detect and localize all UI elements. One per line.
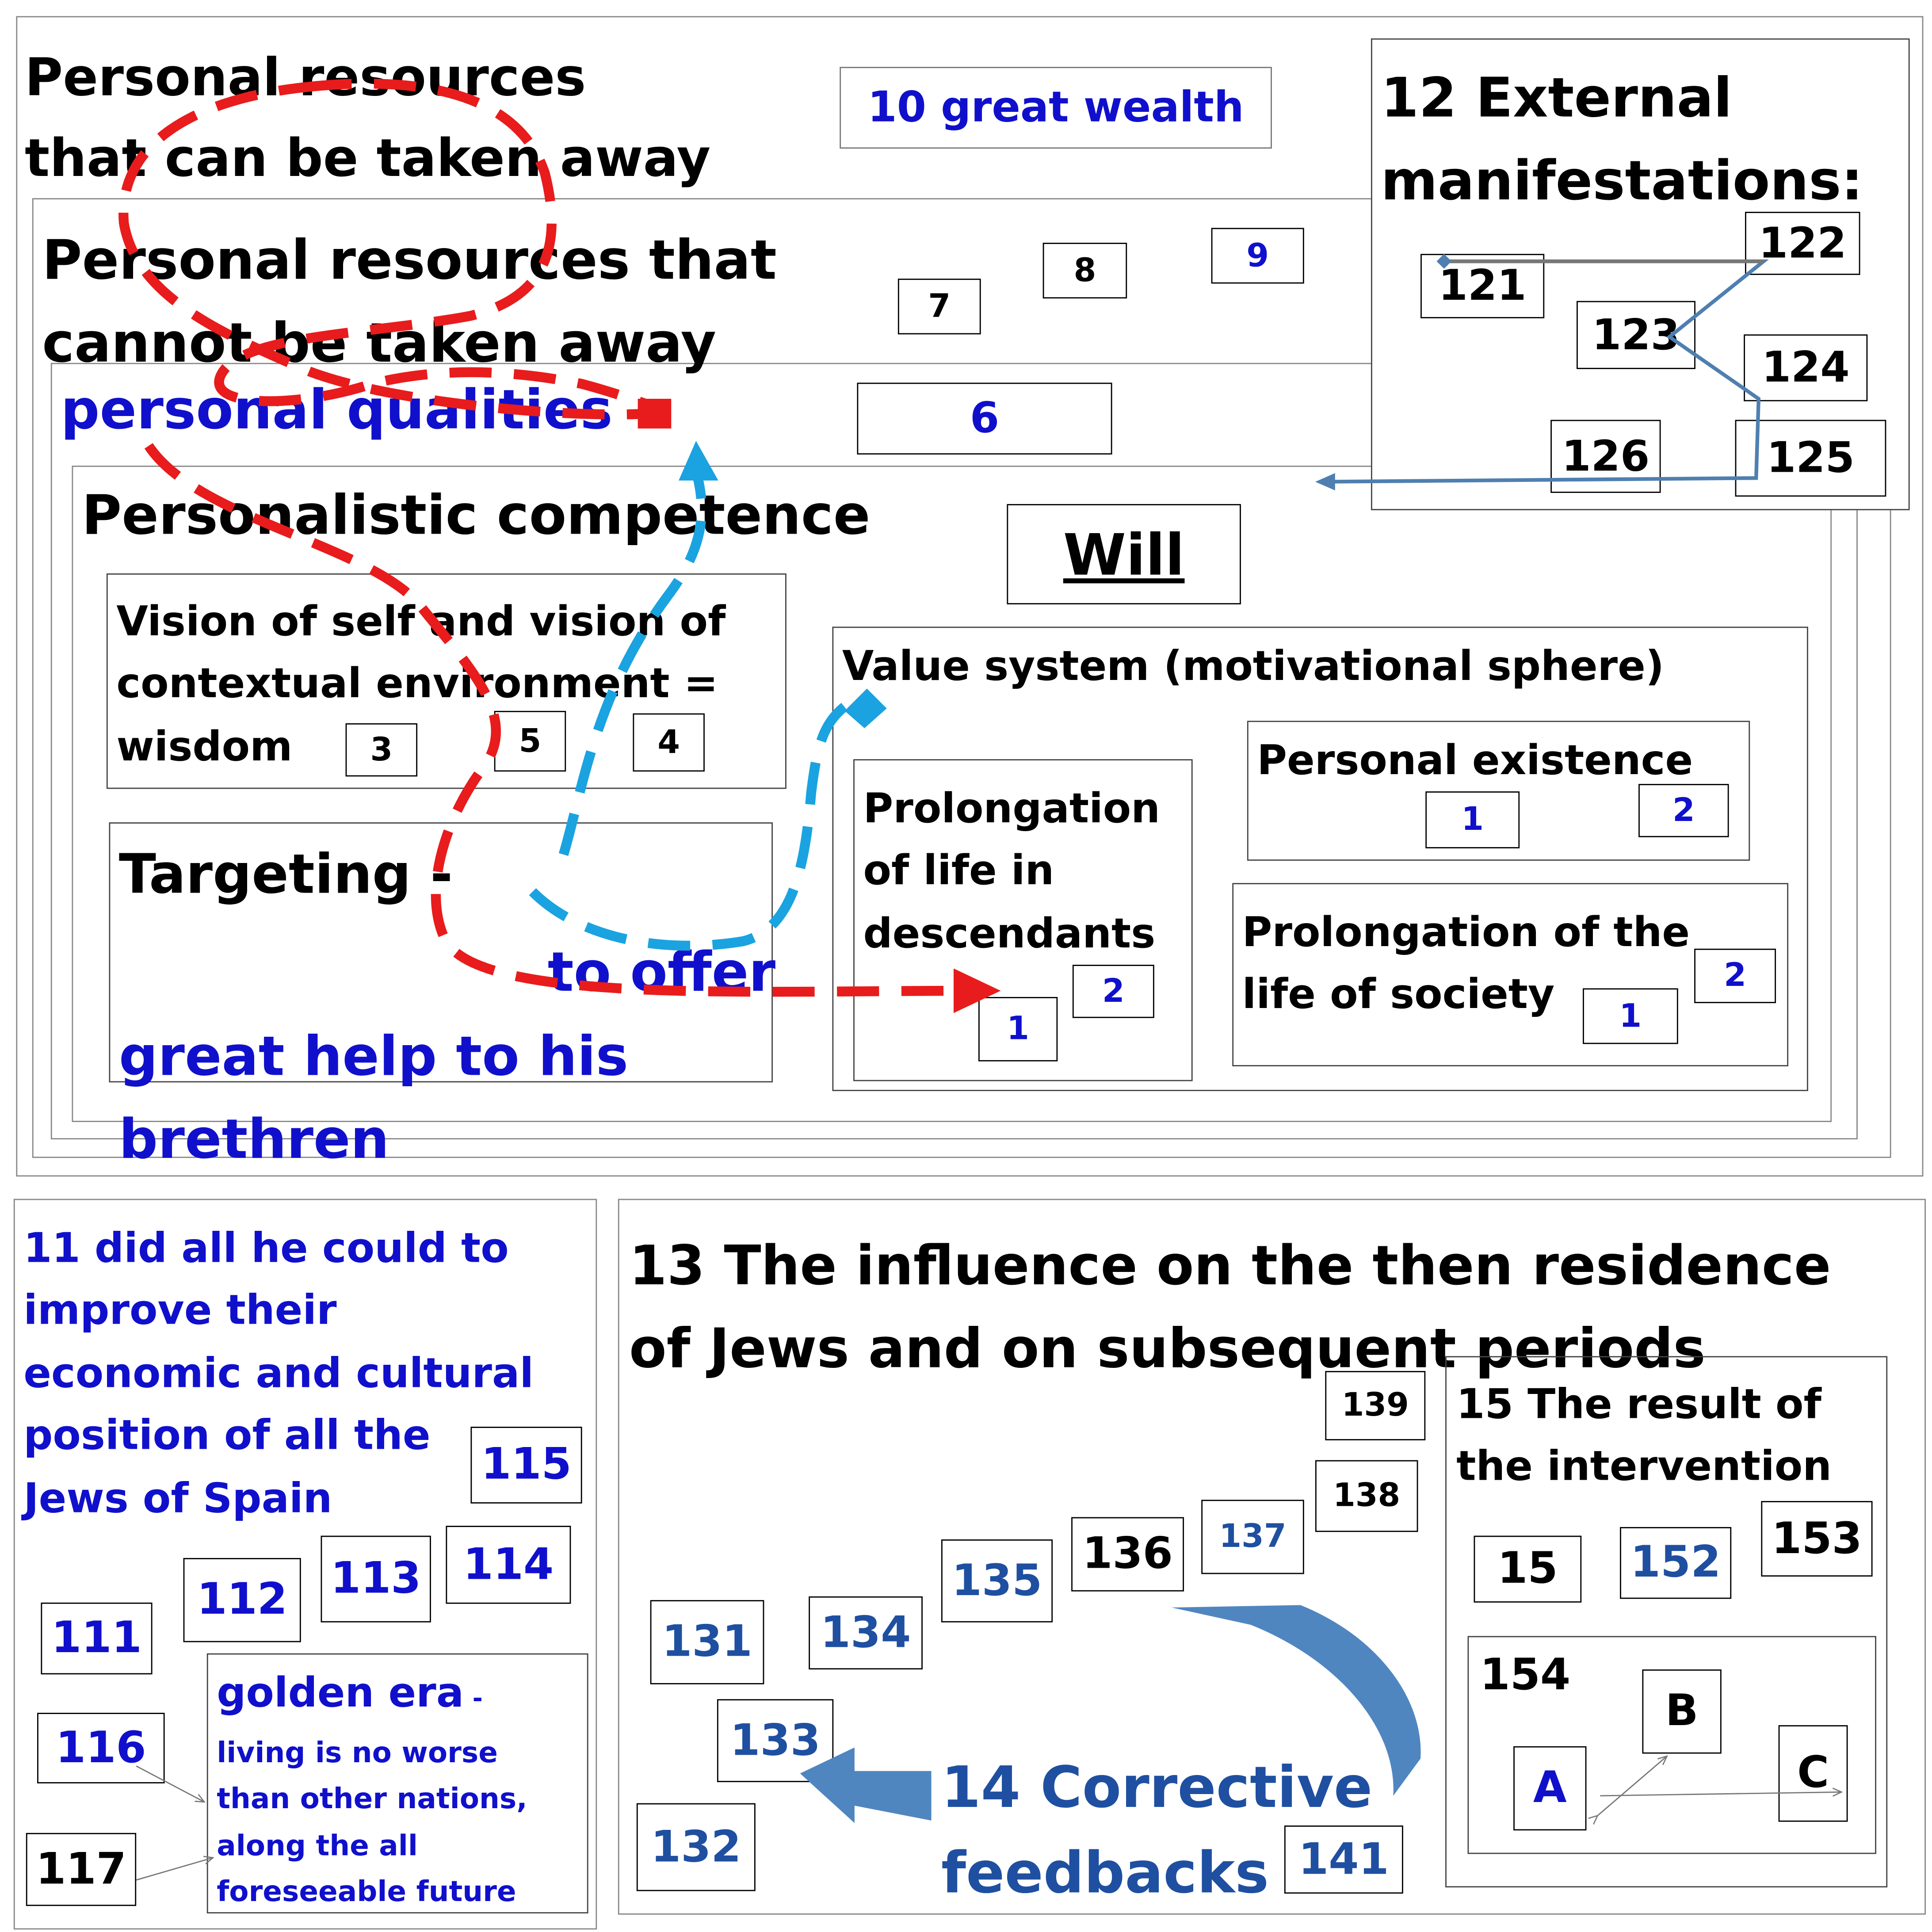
box-134: 134 (809, 1596, 923, 1670)
result-title: 15 The result of the intervention (1456, 1379, 1832, 1491)
number-box-7: 7 (897, 279, 981, 335)
letter-box-c: C (1778, 1725, 1848, 1822)
golden-era-dash: - (464, 1683, 483, 1713)
personal-qualities-label: personal qualities (61, 379, 613, 443)
box-126: 126 (1550, 420, 1661, 493)
personal-existence-label: Personal existence (1257, 735, 1693, 784)
great-wealth-box: 10 great wealth (840, 67, 1272, 149)
personalistic-competence-label: Personalistic competence (81, 484, 871, 548)
box-132: 132 (636, 1803, 756, 1891)
box-133: 133 (717, 1699, 834, 1783)
box-154-frame (1467, 1636, 1876, 1854)
panel-13 (618, 1199, 1926, 1915)
panel-11 (13, 1199, 597, 1930)
number-box-5: 5 (494, 710, 566, 772)
golden-era-label: golden era (217, 1668, 464, 1717)
number-box-9: 9 (1211, 228, 1304, 284)
result-panel (1445, 1356, 1888, 1888)
golden-era-box (206, 1653, 588, 1913)
box-154-label: 154 (1480, 1651, 1571, 1701)
value-system-label: Value system (motivational sphere) (842, 641, 1665, 690)
pe-box-1: 1 (1425, 791, 1520, 848)
box-152: 152 (1620, 1527, 1732, 1599)
title-take-away: Personal resources that can be taken awa… (25, 47, 711, 189)
will-box: Will (1007, 504, 1241, 605)
pd-box-2: 2 (1072, 965, 1154, 1018)
number-box-6: 6 (857, 382, 1112, 455)
box-124: 124 (1744, 334, 1868, 401)
box-125: 125 (1735, 420, 1886, 497)
targeting-body: to offer great help to his brethren (118, 941, 776, 1172)
golden-era-body: living is no worse than other nations, a… (217, 1737, 527, 1909)
box-15: 15 (1474, 1535, 1582, 1603)
personal-existence-box (1247, 721, 1750, 861)
number-box-8: 8 (1042, 243, 1127, 299)
panel-11-title: 11 did all he could to improve their eco… (23, 1223, 534, 1522)
box-138: 138 (1315, 1460, 1418, 1532)
golden-era-heading: golden era - (217, 1672, 483, 1713)
box-141: 141 (1284, 1825, 1403, 1894)
prolongation-descendants-label: Prolongation of life in descendants (863, 784, 1161, 958)
box-131: 131 (650, 1600, 764, 1684)
box-139: 139 (1325, 1371, 1426, 1440)
box-122: 122 (1745, 212, 1860, 275)
box-116: 116 (37, 1713, 165, 1783)
box-135: 135 (941, 1539, 1053, 1623)
box-121: 121 (1420, 254, 1545, 318)
pe-box-2: 2 (1638, 784, 1729, 837)
panel-13-title: 13 The influence on the then residence o… (629, 1234, 1831, 1382)
number-box-3: 3 (345, 723, 418, 777)
ps-box-2: 2 (1694, 948, 1776, 1004)
pd-box-1: 1 (978, 997, 1058, 1061)
letter-box-b: B (1642, 1669, 1722, 1754)
box-153: 153 (1761, 1501, 1873, 1577)
box-115: 115 (470, 1427, 582, 1504)
will-label: Will (1063, 520, 1185, 588)
number-box-4: 4 (633, 713, 705, 772)
box-111: 111 (41, 1602, 153, 1675)
box-137: 137 (1201, 1500, 1304, 1574)
box-136: 136 (1071, 1517, 1184, 1592)
outer-frame-take-away (16, 16, 1924, 1177)
letter-box-a: A (1513, 1746, 1587, 1831)
box-117: 117 (26, 1833, 137, 1906)
box-112: 112 (183, 1558, 301, 1642)
corrective-feedbacks-label: 14 Corrective feedbacks (941, 1753, 1373, 1906)
title-cannot-take-away: Personal resources that cannot be taken … (42, 229, 777, 375)
box-113: 113 (321, 1535, 431, 1623)
box-114: 114 (446, 1526, 571, 1604)
prolongation-society-label: Prolongation of the life of society (1242, 908, 1690, 1019)
box-123: 123 (1577, 301, 1695, 369)
ps-box-1: 1 (1583, 988, 1678, 1044)
external-title: 12 External manifestations: (1381, 67, 1863, 213)
prolongation-society-box (1232, 883, 1789, 1066)
